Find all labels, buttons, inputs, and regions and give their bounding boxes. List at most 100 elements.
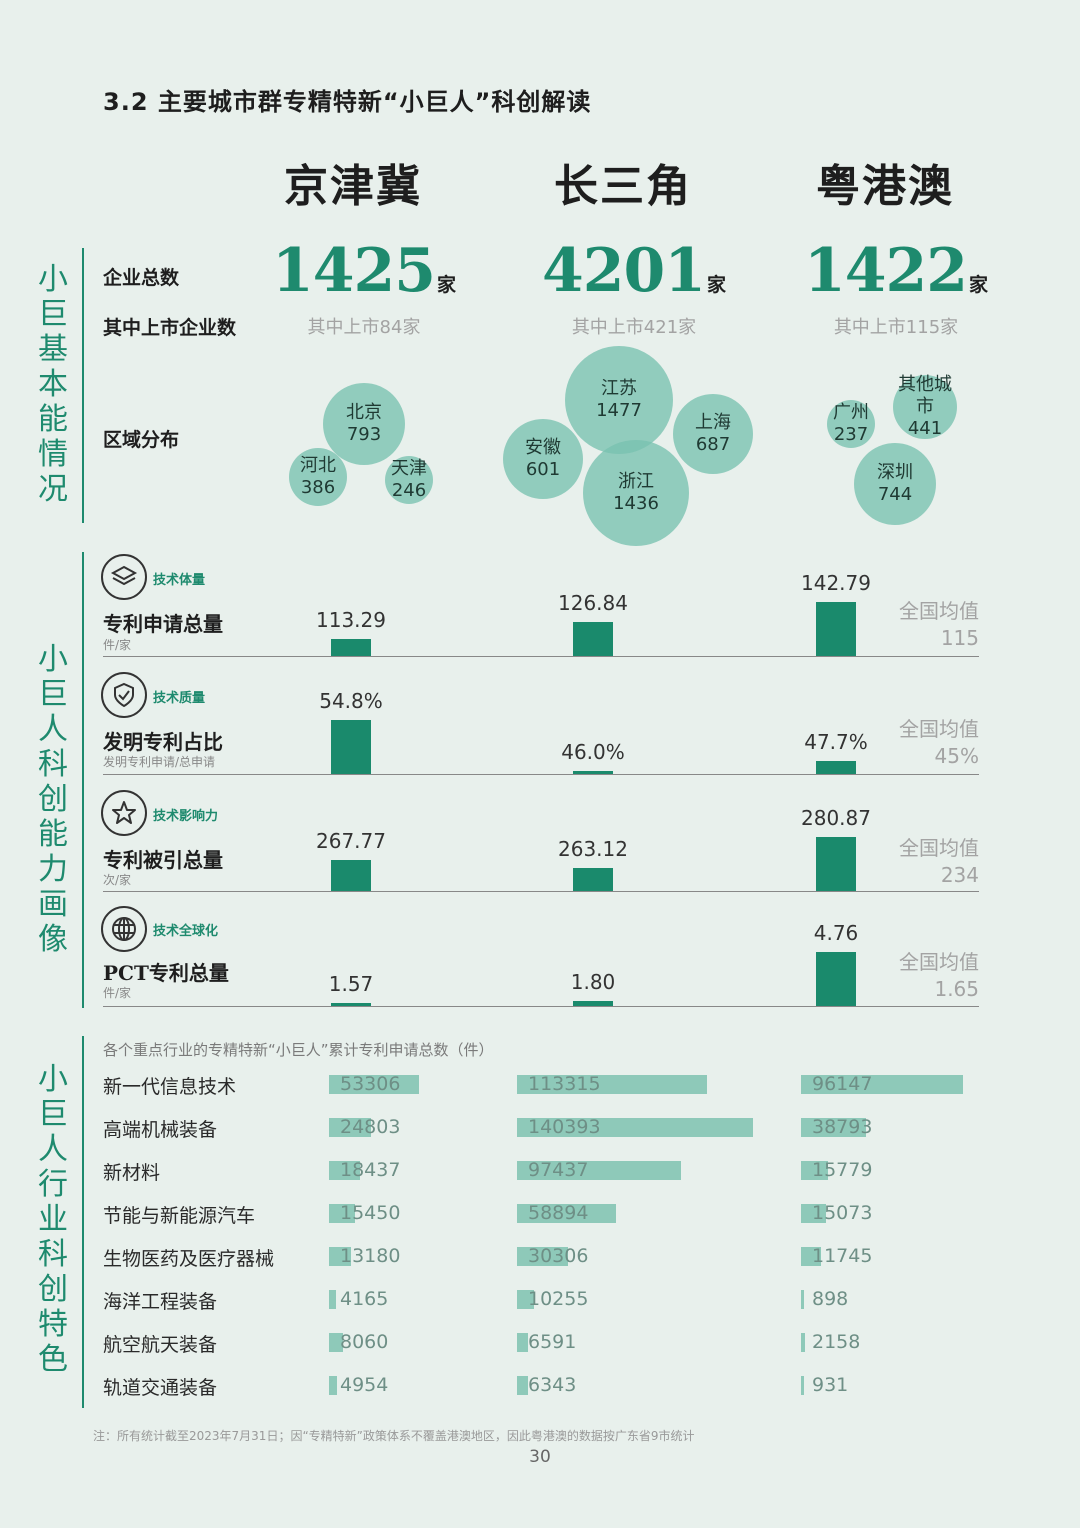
industry-bar [801,1161,828,1180]
industry-bar [329,1290,336,1309]
page-number: 30 [529,1447,551,1467]
section-title: 3.2 主要城市群专精特新“小巨人”科创解读 [103,88,592,116]
industry-value: 2158 [812,1331,861,1353]
metric-baseline [103,1006,979,1007]
star-icon [101,790,147,836]
industry-value: 30306 [528,1245,589,1267]
metric-value: 47.7% [804,730,868,755]
industry-value: 11745 [812,1245,873,1267]
listed-label: 其中上市企业数 [103,317,237,339]
industry-bar [329,1247,352,1266]
metric-baseline [103,891,979,892]
metric-value: 54.8% [319,689,383,713]
bubble-shanghai: 上海 687 [673,394,753,474]
industry-value: 58894 [528,1202,589,1224]
industry-bar [801,1118,867,1137]
industry-label: 节能与新能源汽车 [103,1205,256,1227]
industry-bar [517,1376,528,1395]
industry-bar [517,1247,568,1266]
side-divider-industry [82,1036,84,1408]
metric-label: 专利申请总量 [103,612,223,636]
industry-label: 新一代信息技术 [103,1076,237,1098]
industry-bar [801,1247,821,1266]
industry-bar [517,1290,535,1309]
metric-bar [816,761,856,774]
national-average: 全国均值 1.65 [899,950,979,1001]
industry-bar [329,1204,355,1223]
industry-value: 24803 [340,1116,401,1138]
industry-value: 18437 [340,1159,401,1181]
national-average: 全国均值 45% [899,717,979,768]
industry-value: 53306 [340,1073,401,1095]
bubble-tianjin: 天津 246 [385,456,433,504]
industry-bar [801,1204,827,1223]
industry-value: 4165 [340,1288,389,1310]
side-title-industry: 小巨人行业科创特色 [38,1062,68,1377]
total-jjj: 1425 家 [271,236,456,306]
industry-value: 15450 [340,1202,401,1224]
industry-value: 6591 [528,1331,577,1353]
industry-value: 10255 [528,1288,589,1310]
industry-value: 38793 [812,1116,873,1138]
total-label: 企业总数 [103,267,180,289]
total-ygo: 1422 家 [803,236,988,306]
industry-value: 898 [812,1288,849,1310]
industry-label: 海洋工程装备 [103,1291,218,1313]
metric-bar [573,771,613,774]
metric-value: 142.79 [801,571,871,595]
bubble-shenzhen: 深圳 744 [854,443,936,525]
metric-value: 46.0% [561,740,625,764]
metric-value: 113.29 [316,608,386,633]
metric-value: 1.80 [570,970,616,995]
industry-value: 97437 [528,1159,589,1181]
metric-unit: 件/家 [103,638,132,652]
industry-value: 96147 [812,1073,873,1095]
metric-bar [816,837,856,891]
industry-value: 15779 [812,1159,873,1181]
industry-caption: 各个重点行业的专精特新“小巨人”累计专利申请总数（件） [103,1041,494,1059]
region-ygo-title: 粤港澳 [816,161,954,212]
metric-bar [573,868,613,891]
bubble-other-cities: 其他城市 441 [893,374,957,439]
industry-bar [801,1376,804,1395]
bubble-hebei: 河北 386 [289,448,347,506]
globe-icon [101,906,147,952]
bubble-beijing: 北京 793 [323,383,405,465]
industry-value: 13180 [340,1245,401,1267]
industry-bar [801,1333,805,1352]
industry-bar [329,1161,360,1180]
metric-bar [331,1003,371,1006]
industry-bar [801,1075,963,1094]
industry-bar [517,1204,616,1223]
industry-bar [517,1333,529,1352]
side-title-innovation: 小巨人科创能力画像 [38,642,68,957]
metric-value: 126.84 [558,591,628,616]
metric-tag: 技术全球化 [153,924,219,939]
metric-unit: 次/家 [103,873,132,887]
industry-value: 8060 [340,1331,389,1353]
industry-bar [329,1333,343,1352]
listed-csj: 其中上市421家 [571,317,697,338]
national-average: 全国均值 234 [899,836,979,887]
region-csj-title: 长三角 [554,161,692,212]
industry-value: 6343 [528,1374,577,1396]
side-divider-innovation [82,552,84,1008]
metric-value: 1.57 [328,972,374,996]
metric-bar [816,602,856,656]
metric-bar [331,720,371,774]
industry-value: 4954 [340,1374,389,1396]
footnote: 注：所有统计截至2023年7月31日；因“专精特新”政策体系不覆盖港澳地区，因此… [93,1429,695,1443]
industry-label: 高端机械装备 [103,1119,218,1141]
metric-value: 4.76 [813,921,859,945]
industry-label: 生物医药及医疗器械 [103,1248,275,1270]
industry-label: 新材料 [103,1162,161,1184]
industry-value: 113315 [528,1073,601,1095]
metric-label: PCT专利总量 [103,961,229,985]
industry-bar [801,1290,804,1309]
industry-bar [517,1075,708,1094]
metric-value: 267.77 [316,828,386,853]
metric-tag: 技术质量 [153,691,206,706]
industry-value: 15073 [812,1202,873,1224]
industry-bar [329,1376,338,1395]
industry-label: 航空航天装备 [103,1334,218,1356]
